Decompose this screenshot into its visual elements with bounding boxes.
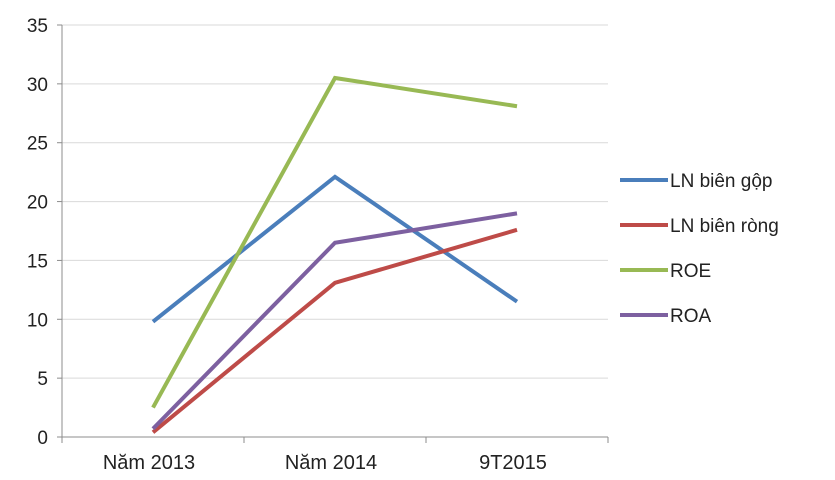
x-tick-label: Năm 2013 bbox=[103, 452, 195, 474]
axes bbox=[62, 25, 608, 437]
legend: LN biên gộp LN biên ròng ROE ROA bbox=[620, 171, 779, 327]
y-tick-label: 25 bbox=[27, 134, 48, 155]
legend-label: ROA bbox=[670, 306, 712, 327]
x-axis-ticks: Năm 2013 Năm 2014 9T2015 bbox=[62, 437, 608, 474]
y-tick-label: 30 bbox=[27, 75, 48, 96]
y-tick-label: 20 bbox=[27, 193, 48, 214]
y-tick-label: 5 bbox=[37, 369, 48, 390]
series-line-0 bbox=[153, 177, 517, 322]
y-tick-label: 0 bbox=[37, 428, 48, 449]
legend-label: LN biên gộp bbox=[670, 171, 772, 192]
legend-label: ROE bbox=[670, 261, 711, 282]
legend-label: LN biên ròng bbox=[670, 216, 779, 237]
y-axis-ticks: 0 5 10 15 20 25 30 35 bbox=[27, 16, 62, 449]
x-tick-label: 9T2015 bbox=[479, 452, 547, 474]
x-tick-label: Năm 2014 bbox=[285, 452, 377, 474]
y-tick-label: 10 bbox=[27, 310, 48, 331]
y-tick-label: 35 bbox=[27, 16, 48, 37]
y-tick-label: 15 bbox=[27, 251, 48, 272]
series-lines bbox=[153, 78, 517, 432]
